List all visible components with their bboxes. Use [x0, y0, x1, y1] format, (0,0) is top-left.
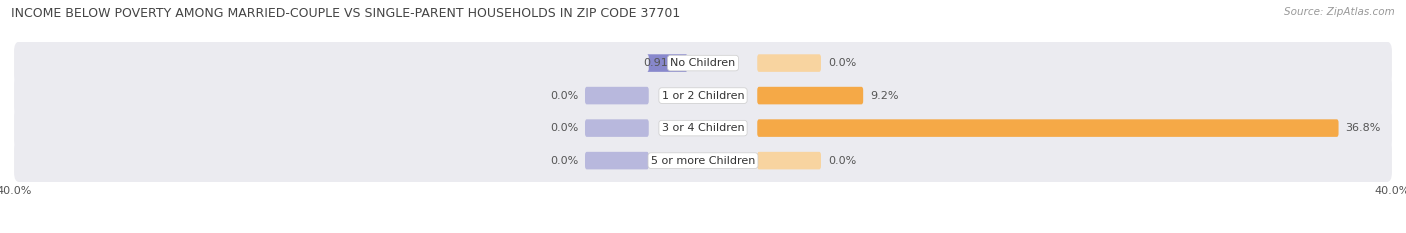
Text: 0.0%: 0.0%: [550, 123, 578, 133]
FancyBboxPatch shape: [14, 42, 1392, 85]
Text: 5 or more Children: 5 or more Children: [651, 156, 755, 166]
Text: 36.8%: 36.8%: [1346, 123, 1381, 133]
Text: 0.0%: 0.0%: [828, 156, 856, 166]
Text: 1 or 2 Children: 1 or 2 Children: [662, 91, 744, 101]
Text: 9.2%: 9.2%: [870, 91, 898, 101]
Text: 0.0%: 0.0%: [550, 91, 578, 101]
FancyBboxPatch shape: [758, 54, 821, 72]
Text: 0.0%: 0.0%: [828, 58, 856, 68]
FancyBboxPatch shape: [758, 152, 821, 169]
FancyBboxPatch shape: [585, 119, 648, 137]
FancyBboxPatch shape: [585, 152, 648, 169]
FancyBboxPatch shape: [14, 107, 1392, 150]
Text: INCOME BELOW POVERTY AMONG MARRIED-COUPLE VS SINGLE-PARENT HOUSEHOLDS IN ZIP COD: INCOME BELOW POVERTY AMONG MARRIED-COUPL…: [11, 7, 681, 20]
Text: Source: ZipAtlas.com: Source: ZipAtlas.com: [1284, 7, 1395, 17]
FancyBboxPatch shape: [647, 54, 688, 72]
Text: 0.0%: 0.0%: [550, 156, 578, 166]
Text: No Children: No Children: [671, 58, 735, 68]
Text: 0.91%: 0.91%: [644, 58, 679, 68]
FancyBboxPatch shape: [14, 139, 1392, 182]
FancyBboxPatch shape: [758, 87, 863, 104]
Text: 3 or 4 Children: 3 or 4 Children: [662, 123, 744, 133]
FancyBboxPatch shape: [14, 74, 1392, 117]
FancyBboxPatch shape: [758, 119, 1339, 137]
FancyBboxPatch shape: [585, 87, 648, 104]
